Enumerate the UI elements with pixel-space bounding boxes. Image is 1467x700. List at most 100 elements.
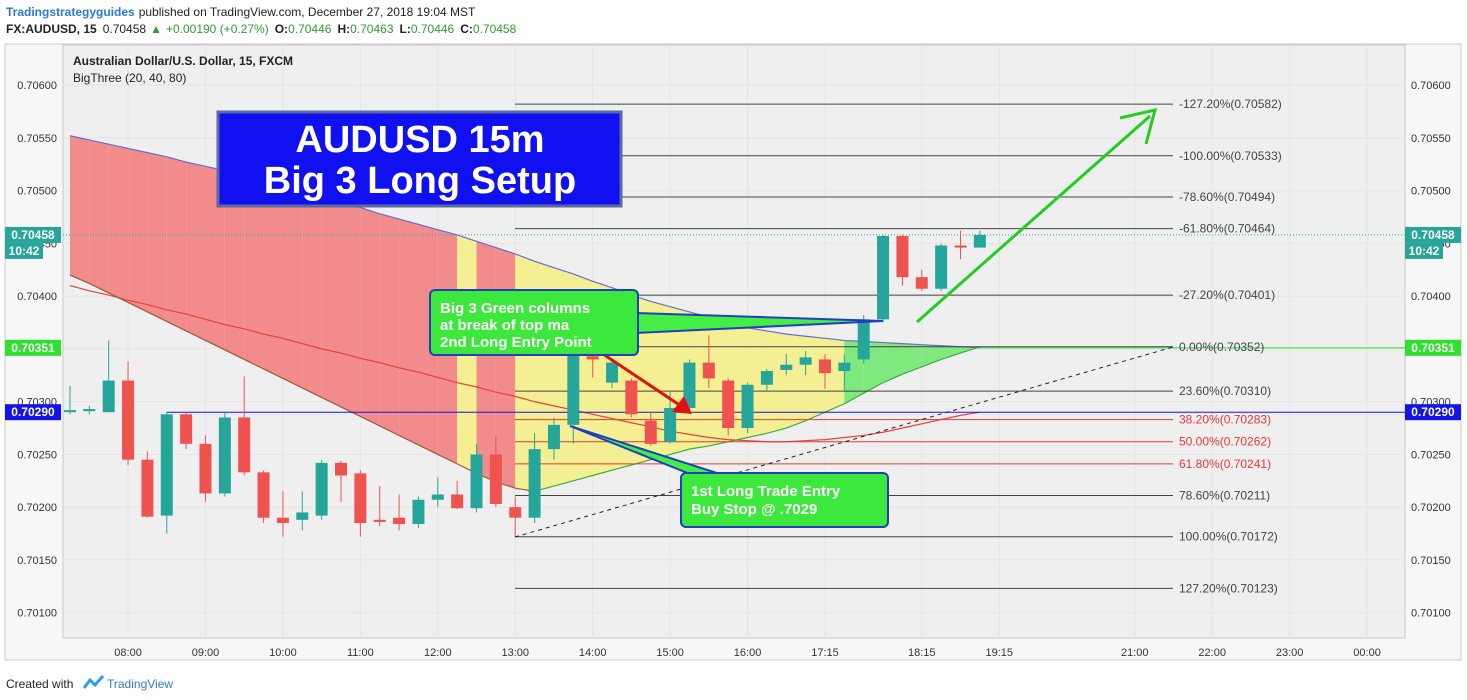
ma-fill xyxy=(244,175,264,369)
moving-average xyxy=(69,284,980,443)
time-tag xyxy=(1405,242,1443,259)
ma-fill xyxy=(689,311,709,450)
ma-fill xyxy=(282,185,303,388)
price-tag-label: 0.70351 xyxy=(1411,341,1455,355)
y-tick-label: 0.70250 xyxy=(17,449,57,461)
ma-fill xyxy=(883,342,903,383)
y-tick-label: 0.70250 xyxy=(1411,449,1451,461)
y-tick-label: 0.70500 xyxy=(1411,186,1451,198)
candle-body xyxy=(315,462,328,516)
moving-average xyxy=(69,274,535,492)
ohlc-value: 0.70446 xyxy=(411,22,455,36)
candles xyxy=(63,230,986,537)
candle-body xyxy=(373,519,386,522)
fib-label: 38.20%(0.70283) xyxy=(1179,413,1271,427)
candle-body xyxy=(354,473,367,523)
x-tick-label: 14:00 xyxy=(579,647,607,659)
candle-body xyxy=(760,371,773,385)
y-tick-label: 0.70400 xyxy=(17,291,57,303)
ma-fill xyxy=(224,170,245,360)
header-line: Tradingstrategyguides published on Tradin… xyxy=(6,5,476,19)
candle-body xyxy=(857,319,870,360)
candle-body xyxy=(393,517,406,525)
candle-body xyxy=(412,499,425,525)
x-tick-label: 21:00 xyxy=(1121,647,1149,659)
indicator-name: BigThree (20, 40, 80) xyxy=(73,71,186,85)
fib-label: -100.00%(0.70533) xyxy=(1179,149,1282,163)
callout-box xyxy=(680,472,889,528)
ma-fill xyxy=(941,345,961,360)
candle-body xyxy=(664,407,677,442)
candle-body xyxy=(722,380,735,429)
candle-body xyxy=(896,235,909,278)
candle-body xyxy=(625,380,638,415)
candle-body xyxy=(102,380,115,413)
time-tag-label: 10:42 xyxy=(1409,244,1440,258)
time-tag xyxy=(5,242,43,259)
candle-body xyxy=(470,454,483,509)
change: +0.00190 (+0.27%) xyxy=(166,22,269,36)
x-tick-label: 13:00 xyxy=(501,647,529,659)
x-tick-label: 16:00 xyxy=(734,647,762,659)
ohlc-value: 0.70458 xyxy=(473,22,517,36)
fib-label: 50.00%(0.70262) xyxy=(1179,435,1271,449)
candle-body xyxy=(509,507,522,518)
candle-body xyxy=(489,454,502,504)
candle-body xyxy=(567,354,580,425)
time-tag-label: 10:42 xyxy=(9,244,40,258)
trend-line xyxy=(514,346,1174,538)
fib-label: 61.80%(0.70241) xyxy=(1179,457,1271,471)
ma-fill xyxy=(89,139,109,293)
red-arrow xyxy=(599,350,685,410)
brand-link[interactable]: TradingView xyxy=(107,677,173,691)
fib-label: 23.60%(0.70310) xyxy=(1179,384,1271,398)
author-link[interactable]: Tradingstrategyguides xyxy=(6,5,135,19)
ma-fill xyxy=(302,190,322,398)
x-tick-label: 15:00 xyxy=(656,647,684,659)
moving-average xyxy=(534,346,981,492)
y-tick-label: 0.70100 xyxy=(1411,608,1451,620)
up-icon: ▲ xyxy=(150,22,162,36)
candle-body xyxy=(63,410,76,413)
x-tick-label: 11:00 xyxy=(347,647,374,659)
candle-body xyxy=(83,409,96,412)
candle-body xyxy=(838,362,851,372)
candle-body xyxy=(238,417,251,473)
price-tag-label: 0.70290 xyxy=(1411,405,1455,419)
axes: 0.70100 0.70100 0.70150 0.70150 0.70200 0.702… xyxy=(5,80,1461,659)
ma-fill xyxy=(205,166,225,350)
x-tick-label: 09:00 xyxy=(192,647,220,659)
ma-fill xyxy=(147,152,167,322)
arrow-head xyxy=(1119,107,1158,145)
red-arrow-head xyxy=(672,396,692,414)
y-tick-label: 0.70600 xyxy=(1411,80,1451,92)
y-tick-label: 0.70600 xyxy=(17,80,57,92)
published: published on TradingView.com, December 2… xyxy=(139,5,476,19)
ma-fill xyxy=(128,148,148,312)
price-tag xyxy=(1405,404,1461,421)
x-tick-label: 17:15 xyxy=(811,647,839,659)
price-tag-label: 0.70290 xyxy=(11,405,55,419)
ma-fill xyxy=(766,330,787,434)
callout-text: at break of top ma xyxy=(440,317,570,334)
price-tag-label: 0.70458 xyxy=(11,228,55,242)
y-tick-label: 0.70200 xyxy=(17,502,57,514)
price-tag-label: 0.70458 xyxy=(1411,228,1455,242)
y-tick-label: 0.70100 xyxy=(17,608,57,620)
footer-text: Created with xyxy=(6,677,73,691)
candle-body xyxy=(799,357,812,365)
ma-fill xyxy=(399,219,419,445)
price-tag xyxy=(5,226,61,243)
callout-text: Buy Stop @ .7029 xyxy=(691,501,817,518)
ma-fill xyxy=(495,247,516,489)
candle-body xyxy=(276,517,289,523)
candle-body xyxy=(257,472,270,518)
candle-body xyxy=(180,414,193,444)
candle-body xyxy=(199,443,212,494)
y-tick-label: 0.70500 xyxy=(17,186,57,198)
candle-body xyxy=(586,356,599,360)
candle-body xyxy=(780,364,793,370)
price-tag xyxy=(5,339,61,356)
candle-body xyxy=(606,362,619,383)
